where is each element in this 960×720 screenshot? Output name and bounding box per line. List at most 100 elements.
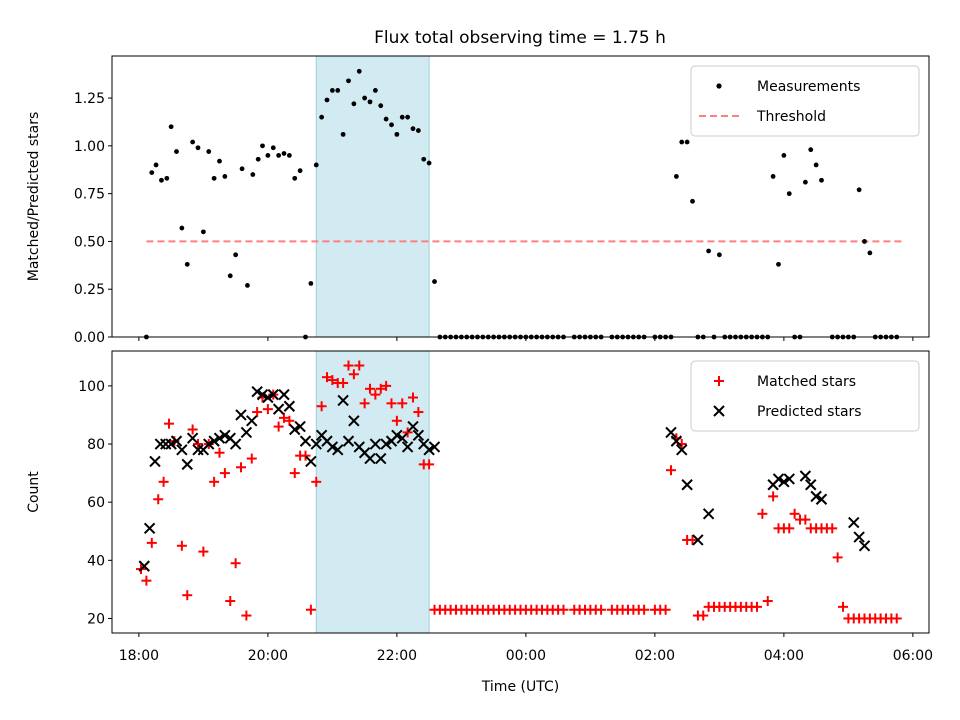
top-legend: Measurements Threshold (690, 65, 920, 137)
matched-star-point (413, 407, 424, 418)
matched-star-point (214, 447, 225, 458)
matched-star-point (225, 596, 236, 607)
measurement-point (174, 149, 179, 154)
matched-star-point (322, 372, 332, 383)
matched-star-point (182, 590, 193, 601)
measurement-point (153, 162, 159, 168)
predicted-star-point (783, 473, 795, 485)
measurement-point (673, 174, 679, 179)
legend-label: Threshold (756, 109, 826, 125)
predicted-star-point (176, 444, 188, 456)
measurement-point (690, 198, 695, 204)
matched-star-point (365, 383, 375, 394)
predicted-star-point (310, 438, 322, 450)
measurement-point (378, 103, 384, 109)
x-axis-label: Time (UTC) (481, 679, 559, 695)
predicted-star-point (251, 385, 263, 398)
measurement-point (286, 153, 292, 158)
bottom-panel: 20 40 60 80 100 18:00 20:00 22:00 00:00 02:00 04:0… (26, 350, 933, 695)
predicted-star-point (423, 444, 435, 456)
predicted-star-point (778, 476, 790, 488)
measurement-point (329, 88, 335, 93)
predicted-star-point (186, 432, 199, 444)
y-tick-label: 0.25 (74, 282, 105, 298)
matched-star-point (209, 476, 220, 487)
predicted-star-point (428, 441, 441, 453)
measurement-point (324, 97, 330, 103)
predicted-star-point (396, 432, 408, 444)
matched-star-point (348, 369, 359, 380)
measurement-point (245, 282, 250, 288)
predicted-star-point (848, 516, 860, 529)
measurement-point (313, 162, 319, 168)
predicted-star-point (283, 400, 296, 412)
legend-marker (716, 83, 722, 89)
legend-label: Matched stars (757, 374, 856, 390)
y-tick-label: 40 (87, 553, 105, 569)
y-tick-label: 1.25 (74, 91, 105, 107)
predicted-star-point (676, 444, 688, 456)
x-tick-label: 04:00 (764, 648, 804, 664)
measurement-point (679, 139, 685, 145)
matched-star-point (386, 398, 397, 409)
predicted-star-point (170, 435, 183, 447)
measurement-point (706, 248, 712, 254)
matched-star-point (391, 415, 402, 426)
matched-star-point (284, 415, 295, 426)
x-tick-label: 02:00 (635, 648, 675, 664)
matched-star-point (838, 601, 848, 612)
predicted-star-point (143, 522, 156, 535)
measurement-point (372, 88, 378, 93)
predicted-star-point (799, 470, 812, 482)
measurement-point (164, 175, 170, 181)
measurement-point (421, 156, 427, 162)
measurement-point (281, 151, 287, 156)
matched-star-point (687, 534, 698, 545)
measurement-point (808, 147, 814, 153)
matched-star-point (163, 418, 174, 429)
matched-star-point (262, 404, 273, 415)
matched-star-point (236, 462, 246, 473)
measurement-point (217, 158, 222, 164)
predicted-star-point (670, 435, 683, 447)
y-tick-label: 0.50 (74, 234, 105, 250)
measurement-point (383, 116, 389, 122)
predicted-star-point (305, 455, 317, 468)
measurement-point (346, 78, 351, 84)
legend-marker (714, 376, 724, 386)
matched-star-point (666, 465, 676, 476)
measurement-point (813, 162, 819, 168)
measurement-point (168, 124, 174, 130)
matched-star-point (343, 360, 354, 371)
measurement-point (159, 177, 164, 183)
matched-star-point (354, 360, 365, 371)
top-panel: 0.00 0.25 0.50 0.75 1.00 1.25 Matched/Predict… (26, 55, 930, 346)
matched-star-point (408, 392, 418, 403)
measurement-point (292, 175, 298, 181)
y-tick-label: 60 (87, 495, 105, 511)
legend-label: Measurements (757, 79, 860, 95)
predicted-star-point (375, 452, 387, 465)
matched-star-point (311, 476, 322, 487)
measurement-point (308, 281, 314, 286)
matched-star-point (141, 575, 152, 586)
x-tick-label: 20:00 (248, 648, 288, 664)
measurement-point (410, 126, 416, 132)
y-tick-label: 0.75 (74, 187, 105, 203)
measurement-point (222, 174, 228, 179)
matched-star-point (381, 380, 392, 391)
measurement-point (867, 250, 873, 256)
matched-star-point (327, 375, 338, 386)
measurement-point (335, 88, 341, 93)
measurement-point (394, 131, 400, 137)
predicted-star-point (294, 420, 306, 433)
chart-title: Flux total observing time = 1.75 h (374, 28, 666, 48)
predicted-star-point (213, 432, 226, 444)
measurement-point (276, 153, 282, 158)
predicted-star-point (154, 438, 167, 450)
predicted-star-point (412, 429, 425, 442)
matched-star-point (768, 491, 779, 502)
measurement-point (250, 172, 256, 177)
measurement-point (184, 261, 190, 267)
